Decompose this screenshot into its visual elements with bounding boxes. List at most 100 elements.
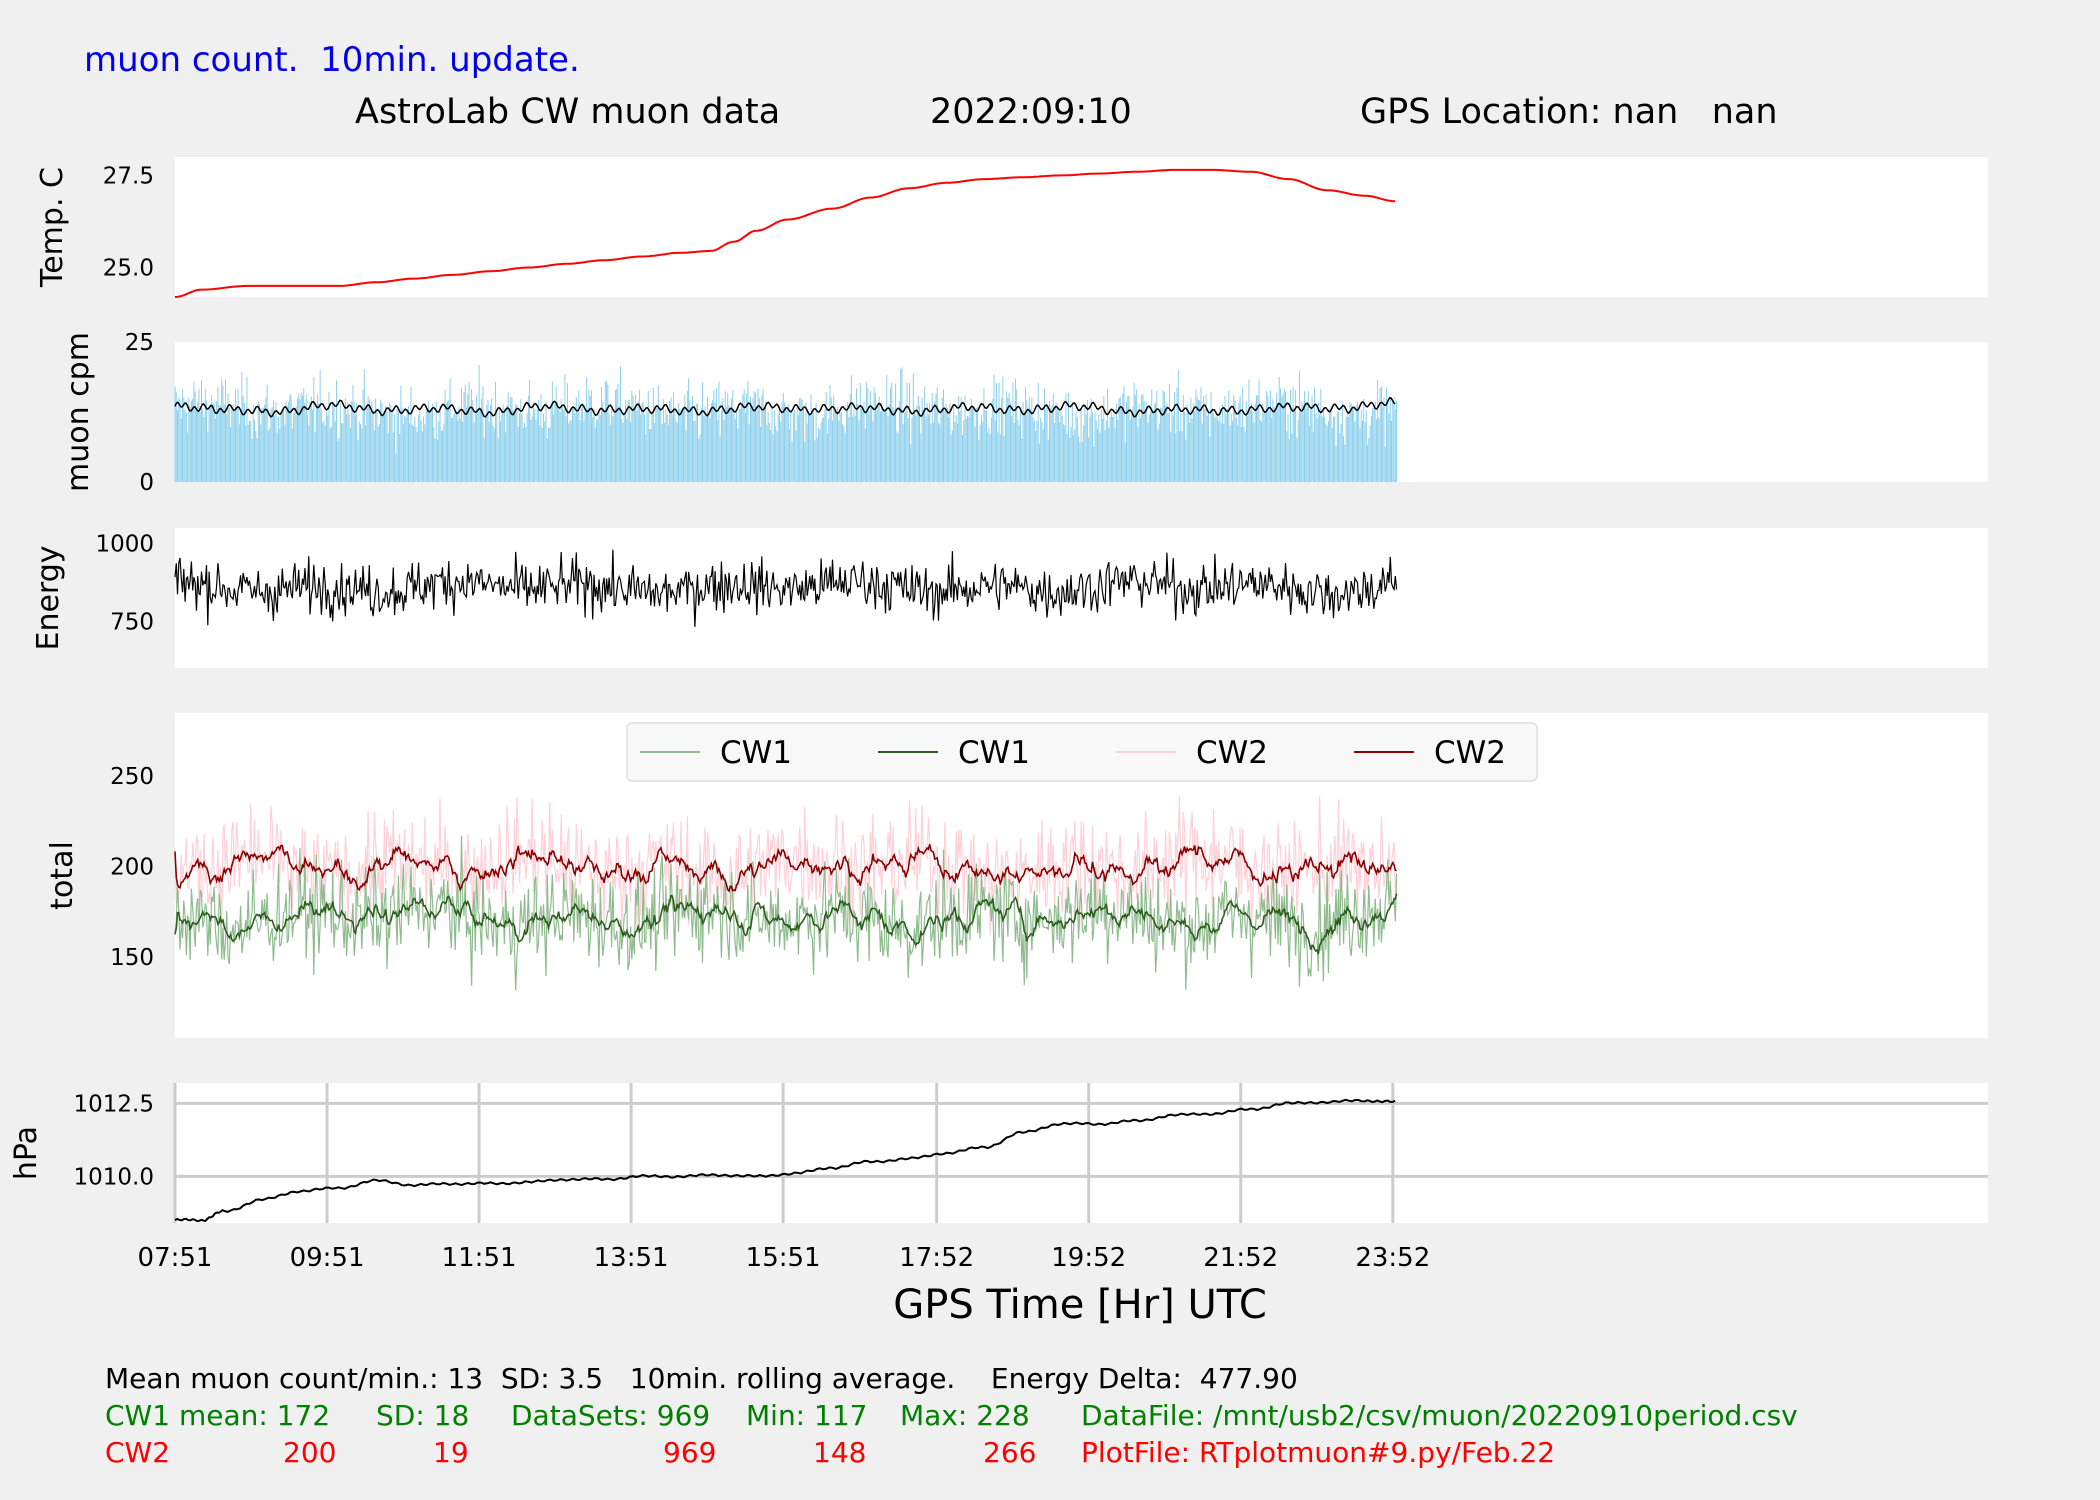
cpm-bar bbox=[1026, 399, 1028, 482]
cpm-bar bbox=[262, 407, 264, 482]
cpm-bar bbox=[789, 428, 791, 482]
cpm-bar bbox=[910, 444, 912, 482]
cpm-bar bbox=[863, 401, 865, 482]
cpm-bar bbox=[956, 423, 958, 482]
cpm-bar bbox=[307, 414, 308, 482]
cpm-bar bbox=[806, 423, 808, 482]
cpm-bar bbox=[796, 405, 798, 482]
cpm-bar bbox=[333, 405, 335, 482]
cpm-bar bbox=[824, 409, 826, 482]
cpm-bar bbox=[733, 414, 735, 482]
cpm-bar bbox=[1365, 410, 1367, 482]
cpm-bar bbox=[310, 396, 312, 482]
cw2-label: CW2 bbox=[105, 1436, 171, 1469]
cpm-bar bbox=[1266, 391, 1268, 482]
cpm-ylabel: muon cpm bbox=[61, 332, 96, 492]
cpm-bar bbox=[283, 408, 285, 482]
cpm-bar bbox=[428, 401, 430, 482]
cpm-bar bbox=[1278, 376, 1280, 482]
cpm-bar bbox=[850, 375, 852, 482]
cpm-bar bbox=[927, 414, 929, 482]
cpm-bar bbox=[490, 404, 491, 482]
cpm-bar bbox=[1283, 388, 1285, 482]
cpm-bar bbox=[962, 434, 963, 482]
cpm-bar bbox=[951, 430, 953, 482]
cpm-bar bbox=[675, 421, 677, 482]
cpm-bar bbox=[673, 392, 674, 482]
cpm-bar bbox=[223, 404, 225, 482]
cpm-bar bbox=[569, 420, 571, 482]
xtick-label-7: 21:52 bbox=[1203, 1243, 1278, 1273]
cpm-bar bbox=[1144, 409, 1146, 482]
cpm-bar bbox=[717, 420, 719, 482]
cpm-bar bbox=[1047, 439, 1049, 482]
cpm-bar bbox=[434, 438, 436, 482]
cpm-bar bbox=[1093, 446, 1095, 482]
cpm-bar bbox=[1244, 432, 1246, 482]
cpm-bar bbox=[1176, 387, 1178, 482]
cpm-bar bbox=[1147, 422, 1149, 482]
cpm-bar bbox=[1131, 414, 1133, 482]
cpm-bar bbox=[254, 419, 255, 482]
cpm-bar bbox=[1200, 387, 1202, 482]
cpm-bar bbox=[1216, 417, 1218, 482]
temp-ytick-label-0: 25.0 bbox=[103, 256, 154, 282]
cpm-bar bbox=[496, 411, 498, 482]
total-ytick-label-0: 150 bbox=[110, 945, 154, 971]
cpm-bar bbox=[1388, 413, 1390, 482]
cpm-bar bbox=[1142, 394, 1144, 482]
cpm-bar bbox=[329, 428, 331, 482]
cpm-bar bbox=[280, 411, 282, 482]
cpm-bar bbox=[1080, 407, 1082, 482]
cpm-bar bbox=[903, 413, 905, 482]
cpm-bar bbox=[790, 410, 792, 482]
cpm-bar bbox=[190, 400, 192, 482]
cpm-bar bbox=[1338, 412, 1340, 482]
cpm-bar bbox=[1050, 408, 1052, 482]
cpm-bar bbox=[209, 404, 211, 482]
cpm-bar bbox=[736, 412, 738, 482]
cpm-bar bbox=[980, 415, 982, 482]
cpm-bar bbox=[226, 414, 228, 482]
cpm-bar bbox=[325, 411, 327, 482]
cpm-bar bbox=[442, 430, 444, 482]
cpm-bar bbox=[367, 396, 369, 482]
cw1-rolling-line bbox=[174, 893, 1398, 955]
cpm-bar bbox=[1122, 393, 1124, 482]
cpm-bar bbox=[1088, 437, 1090, 482]
cpm-bar bbox=[939, 424, 941, 482]
cpm-bar bbox=[782, 392, 784, 482]
cpm-bar bbox=[537, 399, 539, 482]
cpm-bar bbox=[950, 434, 952, 482]
cpm-bar bbox=[381, 402, 383, 482]
cpm-bar bbox=[757, 388, 759, 482]
cpm-bar bbox=[742, 394, 744, 482]
cpm-bar bbox=[1158, 423, 1160, 482]
cpm-bar bbox=[709, 418, 711, 482]
cpm-bar bbox=[402, 424, 404, 482]
cpm-bar bbox=[767, 411, 769, 482]
cpm-bar bbox=[235, 389, 237, 482]
cpm-bar bbox=[515, 404, 517, 482]
cpm-bar bbox=[991, 417, 992, 482]
cpm-bar bbox=[984, 409, 986, 482]
cpm-bar bbox=[564, 373, 566, 482]
cpm-bar bbox=[1329, 409, 1331, 482]
cpm-bar bbox=[628, 399, 630, 482]
cpm-bar bbox=[695, 403, 697, 482]
cpm-bar bbox=[303, 388, 305, 482]
cpm-bar bbox=[1353, 406, 1355, 482]
cpm-bar bbox=[543, 413, 544, 482]
cpm-bar bbox=[1310, 407, 1312, 482]
cpm-bar bbox=[1272, 399, 1274, 482]
cpm-bar bbox=[563, 409, 565, 482]
cpm-bar bbox=[869, 390, 871, 482]
cpm-bar bbox=[378, 424, 380, 482]
cpm-bar bbox=[1300, 410, 1302, 482]
cpm-bar bbox=[1189, 422, 1191, 482]
cpm-bar bbox=[588, 389, 590, 482]
cpm-bar bbox=[1235, 418, 1237, 482]
cpm-bar bbox=[541, 427, 543, 482]
cpm-bar bbox=[526, 413, 528, 482]
cpm-bar bbox=[642, 401, 644, 482]
